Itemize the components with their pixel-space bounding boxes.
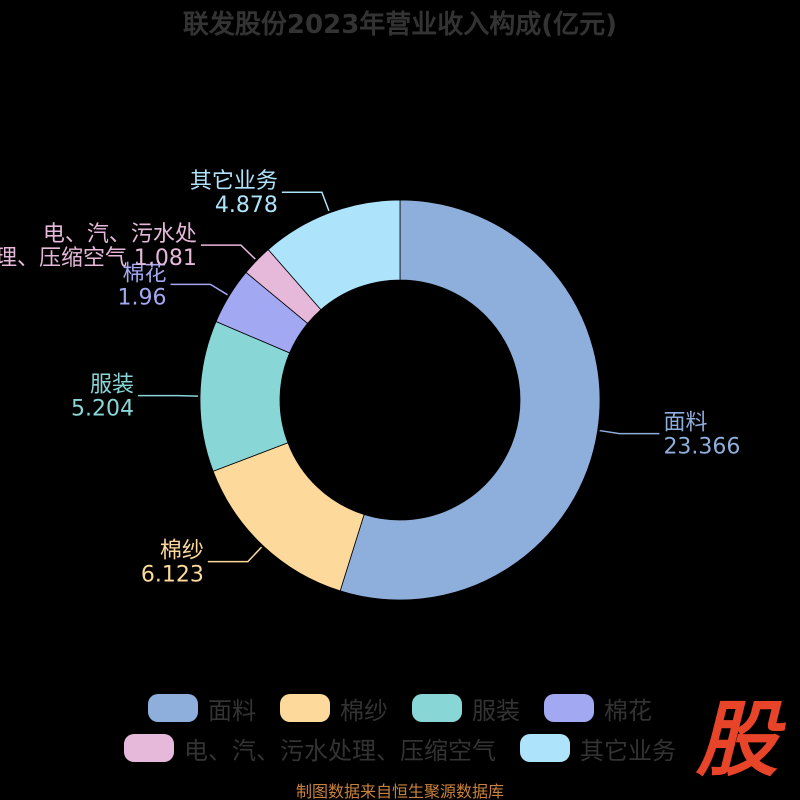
callout-value-apparel: 5.204 [71,397,134,422]
legend-label: 棉纱 [340,696,388,725]
slice-fabric[interactable] [339,199,601,601]
legend-item-utilities[interactable]: 电、汽、污水处理、压缩空气 [124,731,496,766]
callout-value-fabric: 23.366 [663,435,740,460]
legend-swatch [412,694,462,722]
legend: 面料 棉纱 服装 棉花 电、汽、污水处理、压缩空气 其它业务 [0,688,800,768]
legend-label: 棉花 [604,696,652,725]
legend-row-1: 面料 棉纱 服装 棉花 [0,688,800,728]
callout-line-cotton [170,283,228,296]
legend-swatch [520,734,570,762]
legend-swatch [148,694,198,722]
legend-item-yarn[interactable]: 棉纱 [280,691,388,726]
callout-name-utilities: 电、汽、污水处 [43,222,197,247]
legend-label: 其它业务 [580,736,676,765]
callout-line-other [281,191,330,212]
legend-row-2: 电、汽、污水处理、压缩空气 其它业务 [0,728,800,768]
legend-swatch [280,694,330,722]
callout-name-fabric: 面料 [663,411,707,436]
callout-name-apparel: 服装 [90,373,134,398]
chart-title: 联发股份2023年营业收入构成(亿元) [182,10,618,40]
callout-name-other: 其它业务 [190,169,278,194]
legend-item-cotton[interactable]: 棉花 [544,691,652,726]
callout-line-utilities [200,244,256,260]
callout-value-cotton: 1.96 [117,285,166,310]
callout-value-other: 4.878 [215,193,278,218]
slice-yarn[interactable] [212,442,365,592]
brand-logo: 股 [696,693,778,788]
legend-label: 电、汽、污水处理、压缩空气 [184,736,496,765]
source-note: 制图数据来自恒生聚源数据库 [295,782,504,800]
callout-line-fabric [599,429,660,435]
callout-line-yarn [207,546,263,563]
slice-other[interactable] [267,199,401,311]
legend-item-apparel[interactable]: 服装 [412,691,520,726]
callout-value-utilities: 理、压缩空气 1.081 [0,246,197,271]
legend-item-fabric[interactable]: 面料 [148,691,256,726]
legend-swatch [544,694,594,722]
legend-label: 服装 [472,696,520,725]
legend-label: 面料 [208,696,256,725]
callout-name-cotton: 棉花 [122,261,166,286]
legend-item-other[interactable]: 其它业务 [520,731,676,766]
legend-swatch [124,734,174,762]
callout-value-yarn: 6.123 [141,563,204,588]
callout-name-yarn: 棉纱 [160,539,204,564]
